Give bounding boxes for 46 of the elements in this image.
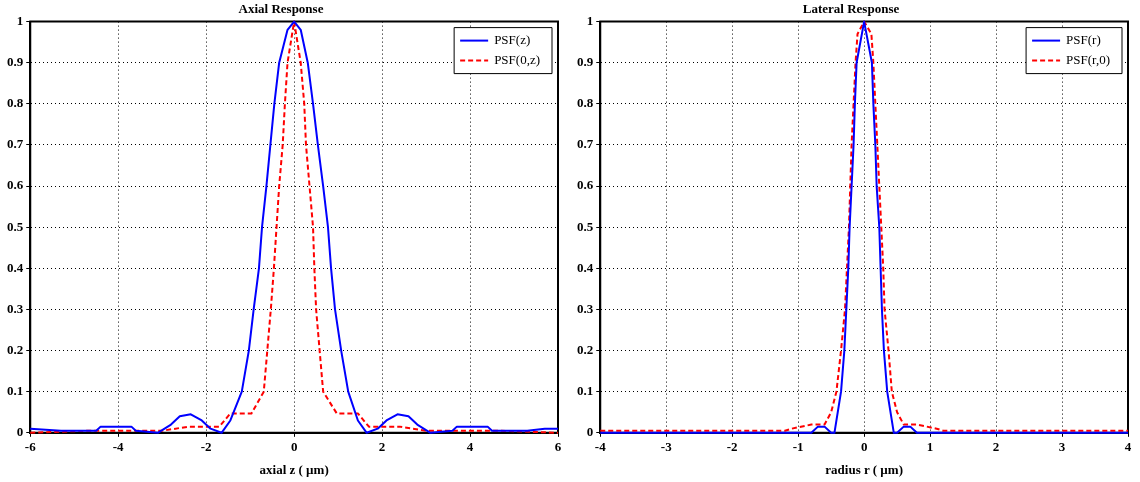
x-tick-label: -6 — [24, 438, 37, 454]
x-axis-title: radius r ( µm) — [825, 461, 903, 477]
y-tick-label: 0.6 — [7, 177, 24, 193]
y-tick-label: 1 — [586, 12, 594, 28]
y-tick-label: 0.3 — [7, 300, 24, 316]
y-tick-label: 0.4 — [7, 259, 24, 275]
y-tick-label: 0.9 — [7, 54, 24, 70]
y-tick-label: 0.5 — [7, 218, 24, 234]
x-tick-label: -2 — [726, 438, 738, 454]
x-tick-label: 3 — [1058, 438, 1066, 454]
y-tick-label: 0.4 — [577, 259, 594, 275]
y-tick-label: 0.1 — [577, 383, 594, 399]
y-tick-label: 0.8 — [7, 95, 24, 111]
y-tick-label: 0.1 — [7, 383, 24, 399]
x-tick-label: -4 — [594, 438, 607, 454]
y-tick-label: 0.5 — [577, 218, 594, 234]
legend-label: PSF(0,z) — [494, 52, 541, 68]
x-tick-label: -3 — [660, 438, 673, 454]
x-tick-label: 0 — [860, 438, 868, 454]
y-tick-label: 0.9 — [577, 54, 594, 70]
x-tick-label: 2 — [378, 438, 386, 454]
x-axis-title: axial z ( µm) — [259, 461, 329, 477]
x-tick-label: 2 — [992, 438, 1000, 454]
y-tick-label: 0.2 — [577, 341, 594, 357]
y-tick-label: 0.2 — [7, 341, 24, 357]
y-tick-label: 0.7 — [577, 136, 594, 152]
y-tick-label: 0.7 — [7, 136, 24, 152]
x-tick-label: 0 — [290, 438, 298, 454]
chart-title: Axial Response — [238, 1, 324, 17]
y-tick-label: 0 — [16, 424, 24, 440]
x-tick-label: -1 — [792, 438, 804, 454]
y-tick-label: 0.6 — [577, 177, 594, 193]
x-tick-label: -4 — [112, 438, 125, 454]
x-tick-label: 1 — [926, 438, 934, 454]
legend-label: PSF(r,0) — [1066, 52, 1111, 68]
y-tick-label: 1 — [16, 12, 24, 28]
y-tick-label: 0 — [586, 424, 594, 440]
y-tick-label: 0.3 — [577, 300, 594, 316]
y-tick-label: 0.8 — [577, 95, 594, 111]
legend-label: PSF(z) — [494, 32, 531, 48]
x-tick-label: 6 — [554, 438, 562, 454]
x-tick-label: 4 — [1124, 438, 1132, 454]
x-tick-label: 4 — [466, 438, 474, 454]
x-tick-label: -2 — [200, 438, 212, 454]
chart-title: Lateral Response — [802, 1, 900, 17]
legend-label: PSF(r) — [1066, 32, 1101, 48]
